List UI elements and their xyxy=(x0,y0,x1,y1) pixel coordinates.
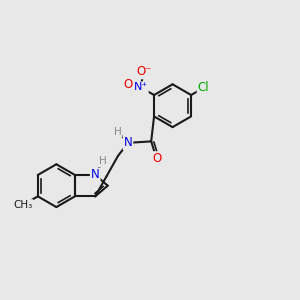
Text: Cl: Cl xyxy=(198,81,209,94)
Text: O: O xyxy=(152,152,161,165)
Text: N: N xyxy=(91,169,100,182)
Text: CH₃: CH₃ xyxy=(13,200,32,210)
Text: H: H xyxy=(99,156,106,166)
Text: O: O xyxy=(124,78,133,91)
Text: O⁻: O⁻ xyxy=(136,65,152,78)
Text: N⁺: N⁺ xyxy=(134,82,148,92)
Text: N: N xyxy=(124,136,132,149)
Text: H: H xyxy=(114,127,122,136)
